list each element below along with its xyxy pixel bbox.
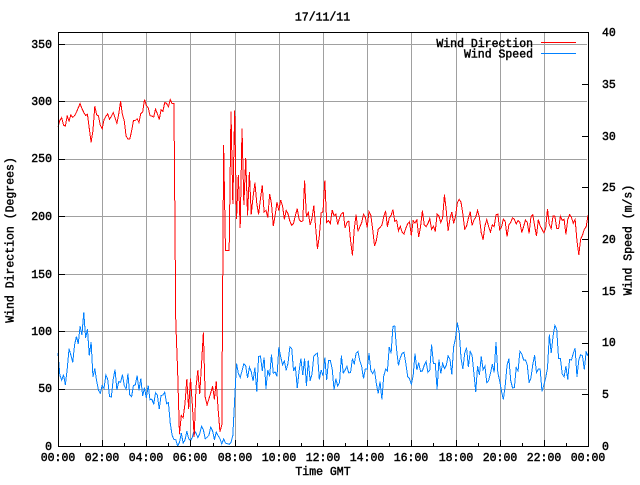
svg-text:150: 150 [31,269,52,282]
svg-text:02:00: 02:00 [85,452,120,465]
svg-text:20: 20 [602,234,616,247]
svg-text:5: 5 [602,389,609,402]
svg-text:Wind Direction: Wind Direction [436,38,533,51]
svg-text:10: 10 [602,337,616,350]
svg-text:00:00: 00:00 [571,452,606,465]
svg-text:200: 200 [31,211,52,224]
svg-text:Wind Speed (m/s): Wind Speed (m/s) [623,185,636,295]
svg-text:00:00: 00:00 [41,452,76,465]
svg-text:18:00: 18:00 [439,452,474,465]
svg-text:Time GMT: Time GMT [295,466,350,479]
svg-text:0: 0 [45,441,52,454]
svg-text:Wind Speed: Wind Speed [464,49,533,62]
svg-text:14:00: 14:00 [350,452,385,465]
svg-text:350: 350 [31,39,52,52]
svg-text:06:00: 06:00 [173,452,208,465]
svg-text:08:00: 08:00 [218,452,253,465]
svg-text:300: 300 [31,96,52,109]
svg-text:40: 40 [602,27,616,40]
svg-text:10:00: 10:00 [262,452,297,465]
svg-text:20:00: 20:00 [483,452,518,465]
svg-text:17/11/11: 17/11/11 [295,12,350,25]
svg-text:25: 25 [602,182,616,195]
svg-text:30: 30 [602,131,616,144]
svg-text:Wind Direction (Degrees): Wind Direction (Degrees) [5,157,18,323]
svg-text:250: 250 [31,153,52,166]
svg-text:50: 50 [38,383,52,396]
svg-text:12:00: 12:00 [306,452,341,465]
svg-text:100: 100 [31,326,52,339]
svg-text:35: 35 [602,79,616,92]
svg-text:15: 15 [602,286,616,299]
svg-text:16:00: 16:00 [394,452,429,465]
svg-text:0: 0 [602,441,609,454]
svg-text:04:00: 04:00 [129,452,164,465]
svg-text:22:00: 22:00 [527,452,562,465]
